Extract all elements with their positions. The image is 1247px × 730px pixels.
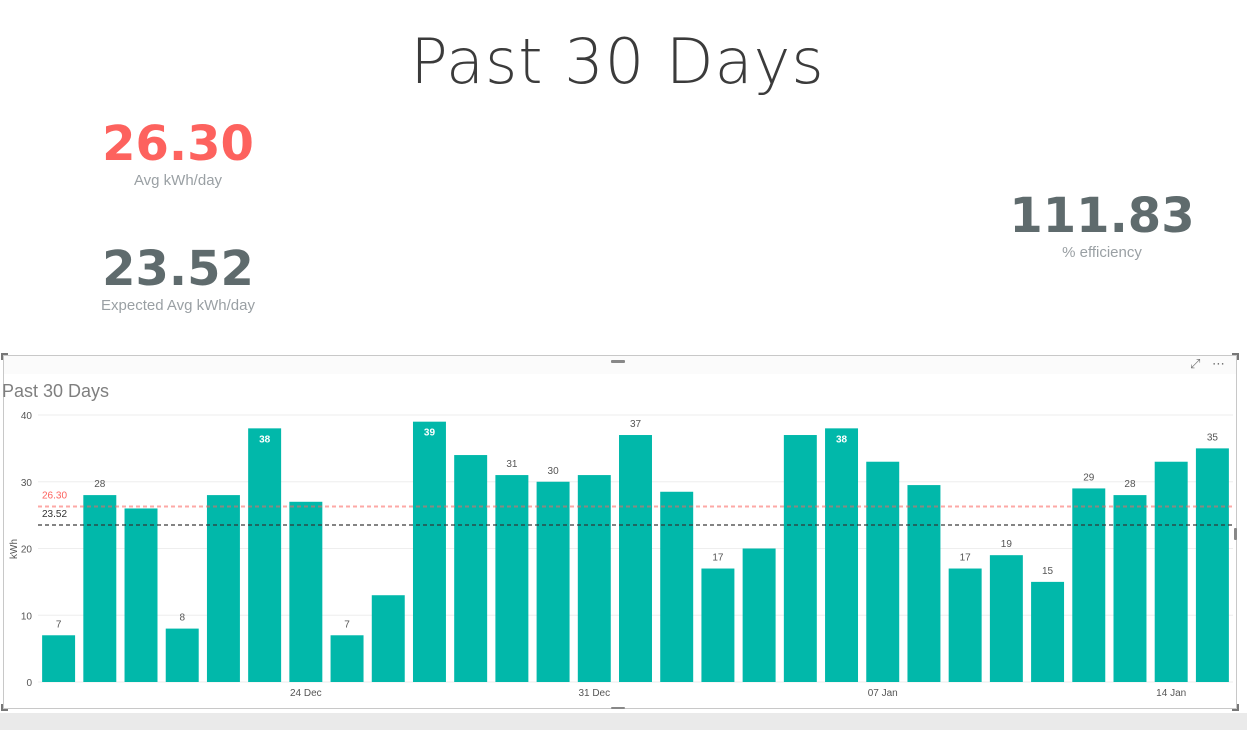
avg-kwh-card[interactable]: 26.30 Avg kWh/day [78,120,278,189]
expected-avg-kwh-label: Expected Avg kWh/day [78,297,278,314]
drag-handle-icon[interactable] [611,360,625,363]
corner-resize-handle-icon[interactable] [1232,704,1239,711]
canvas-footer [0,713,1247,730]
chart-visual[interactable]: ⤢ ⋯ [3,355,1237,709]
efficiency-value: 111.83 [1002,192,1202,240]
more-options-icon[interactable]: ⋯ [1212,358,1226,372]
efficiency-label: % efficiency [1002,244,1202,261]
focus-mode-icon[interactable]: ⤢ [1190,358,1200,372]
corner-resize-handle-icon[interactable] [1,353,8,360]
expected-avg-kwh-value: 23.52 [78,245,278,293]
side-resize-handle-icon[interactable] [1234,528,1237,540]
avg-kwh-value: 26.30 [78,120,278,168]
expected-avg-kwh-card[interactable]: 23.52 Expected Avg kWh/day [78,245,278,314]
efficiency-card[interactable]: 111.83 % efficiency [1002,192,1202,261]
visual-header: ⤢ ⋯ [4,356,1236,374]
page-title: Past 30 Days [0,22,1235,102]
avg-kwh-label: Avg kWh/day [78,172,278,189]
bottom-resize-handle-icon[interactable] [611,707,625,709]
corner-resize-handle-icon[interactable] [1232,353,1239,360]
corner-resize-handle-icon[interactable] [1,704,8,711]
